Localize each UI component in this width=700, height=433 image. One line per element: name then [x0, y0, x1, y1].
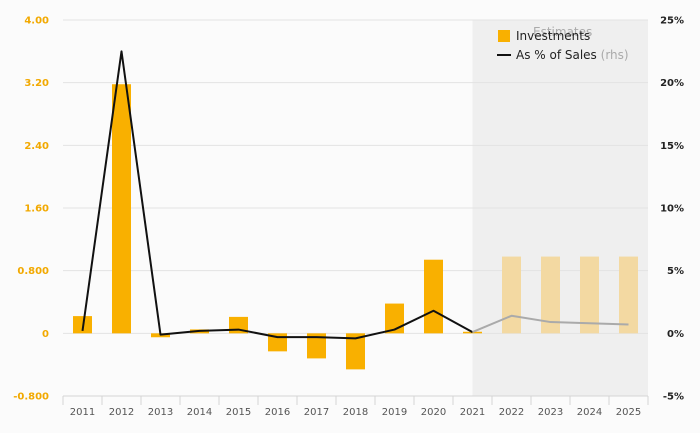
x-tick-label: 2019 [382, 407, 407, 418]
y-left-tick-label: 3.20 [24, 78, 49, 89]
x-tick-label: 2011 [70, 407, 95, 418]
y-right-tick-label: -5% [663, 392, 684, 403]
x-tick-label: 2022 [499, 407, 524, 418]
y-left-tick-label: 2.40 [24, 141, 49, 152]
bar [424, 259, 443, 334]
line-estimate [472, 314, 629, 334]
bar [307, 333, 326, 359]
line-series-pct-sales [81, 50, 629, 340]
legend-swatch-investments [498, 30, 510, 42]
x-tick-label: 2016 [265, 407, 290, 418]
line-actual [81, 50, 473, 340]
x-tick-label: 2020 [421, 407, 446, 418]
y-left-tick-label: 0.800 [17, 266, 49, 277]
y-left-tick-label: 4.00 [24, 16, 49, 27]
x-tick-label: 2021 [460, 407, 485, 418]
y-left-tick-label: 0 [42, 329, 49, 340]
x-tick-label: 2024 [577, 407, 602, 418]
y-right-tick-label: 20% [660, 78, 684, 89]
legend-label-pct-sales: As % of Sales (rhs) [516, 48, 629, 62]
bar [619, 256, 638, 334]
y-right-tick-label: 15% [660, 141, 684, 152]
x-tick-label: 2014 [187, 407, 212, 418]
bar [463, 331, 482, 334]
legend-label-rhs: (rhs) [601, 48, 629, 62]
bar [502, 256, 521, 334]
y-right-tick-label: 10% [660, 204, 684, 215]
bar [541, 256, 560, 334]
x-tick-label: 2012 [109, 407, 134, 418]
y-left-tick-label: 1.60 [24, 204, 49, 215]
y-right-tick-label: 25% [660, 16, 684, 27]
estimates-label: Estimates [533, 25, 592, 39]
legend-label-investments: Investments [516, 29, 590, 43]
x-tick-label: 2023 [538, 407, 563, 418]
x-tick-label: 2015 [226, 407, 251, 418]
y-right-tick-label: 5% [667, 266, 684, 277]
x-tick-label: 2025 [616, 407, 641, 418]
bar [385, 303, 404, 334]
y-left-tick-label: -0.800 [13, 392, 49, 403]
legend: Estimates Investments As % of Sales (rhs… [497, 25, 629, 62]
bar [580, 256, 599, 334]
y-right-tick-label: 0% [667, 329, 684, 340]
legend-label-pct-sales-name: As % of Sales [516, 48, 597, 62]
axes: -0.800 0 0.800 1.60 2.40 3.20 4.00 -5% 0% 5% 10% 15… [13, 16, 684, 419]
x-tick-label: 2017 [304, 407, 329, 418]
x-tick-label: 2018 [343, 407, 368, 418]
bar [112, 84, 131, 334]
x-tick-label: 2013 [148, 407, 173, 418]
bar [346, 333, 365, 370]
